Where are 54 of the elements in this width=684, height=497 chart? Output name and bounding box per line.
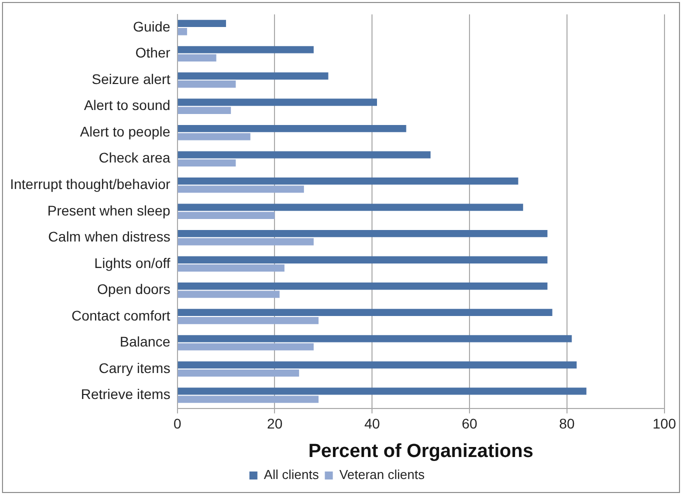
bar [178, 256, 548, 264]
bar [178, 343, 314, 350]
y-tick-label: Guide [132, 18, 171, 34]
bar [178, 106, 231, 114]
y-tick-label: Interrupt thought/behavior [10, 176, 171, 192]
y-tick-label: Calm when distress [48, 228, 170, 245]
bar [178, 369, 300, 377]
bar [178, 133, 250, 140]
y-tick-label: Contact comfort [72, 307, 170, 324]
bar [178, 159, 236, 167]
bar [178, 282, 548, 290]
bar [178, 204, 524, 211]
x-tick-label: 100 [652, 416, 676, 432]
bar [178, 80, 236, 88]
bar [178, 308, 552, 316]
bar [178, 388, 586, 395]
bar [178, 316, 319, 324]
y-tick-label: Seizure alert [92, 70, 170, 87]
bar [178, 177, 518, 185]
bar [178, 335, 572, 342]
bar [178, 98, 377, 106]
bar [178, 361, 577, 369]
bar [178, 151, 431, 158]
y-tick-label: Alert to people [80, 123, 171, 140]
y-tick-label: Other [135, 44, 171, 61]
y-tick-label: Check area [98, 150, 171, 166]
bar [178, 28, 188, 36]
bar [178, 396, 319, 403]
bar [178, 290, 280, 298]
bar [178, 186, 304, 193]
x-tick-label: 80 [559, 416, 575, 432]
bar [178, 238, 314, 246]
bar [178, 230, 548, 238]
bar [178, 212, 275, 220]
y-tick-label: Retrieve items [80, 386, 170, 402]
x-tick-label: 60 [462, 416, 478, 432]
legend-label: All clients [264, 467, 320, 482]
x-tick-label: 0 [173, 416, 182, 432]
legend-label: Veteran clients [339, 467, 426, 482]
bar [178, 20, 226, 28]
y-tick-label: Balance [120, 334, 171, 350]
y-tick-label: Alert to sound [84, 97, 170, 114]
x-tick-label: 20 [266, 416, 283, 432]
bar [178, 264, 284, 272]
bar [178, 54, 216, 62]
y-tick-label: Present when sleep [47, 202, 171, 218]
y-tick-label: Lights on/off [94, 254, 170, 271]
x-axis-title: Percent of Organizations [308, 440, 534, 462]
x-tick-label: 40 [364, 416, 380, 432]
y-tick-label: Carry items [98, 360, 170, 376]
bar [178, 72, 328, 80]
bar [178, 124, 406, 132]
bar [178, 46, 314, 54]
y-tick-label: Open doors [97, 281, 170, 298]
